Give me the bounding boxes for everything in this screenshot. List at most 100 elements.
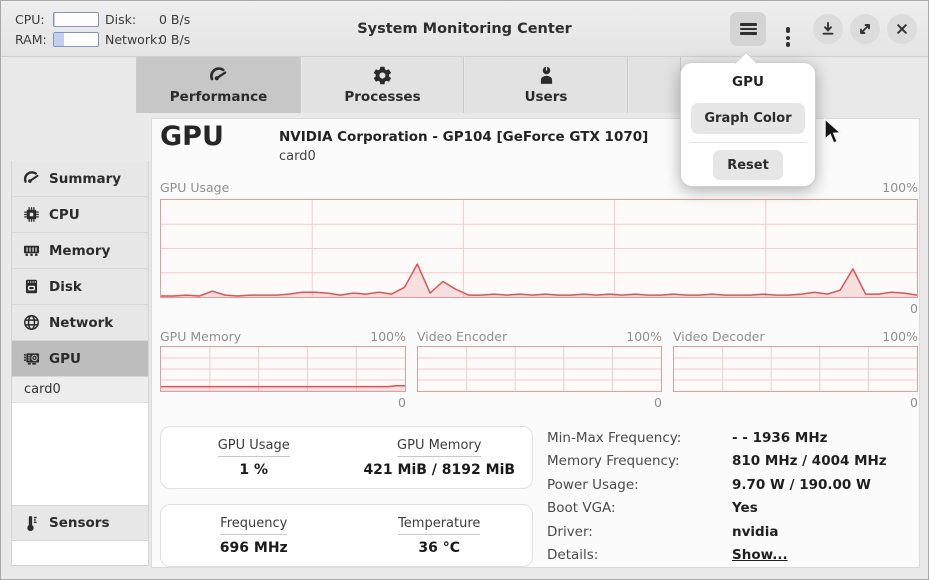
header-bar: CPU: Disk: 0 B/s RAM: Network: 0 B/s Sys… [1, 1, 928, 57]
chart-max-label: 100% [882, 180, 918, 195]
chart-title-video-decoder: Video Decoder [673, 329, 765, 344]
chart-min-label: 0 [654, 395, 662, 410]
sidebar-empty-area [12, 403, 148, 505]
tab-users[interactable]: Users [465, 57, 628, 113]
gpu-memory-chart [160, 346, 406, 392]
sidebar-item-summary[interactable]: Summary [12, 161, 148, 197]
stat-label: GPU Usage [217, 438, 290, 457]
stat-label: Temperature [398, 516, 481, 535]
disk-mini-label: Disk: [105, 11, 137, 27]
sidebar-subitem-label: card0 [24, 382, 61, 397]
sidebar-item-sensors[interactable]: Sensors [12, 505, 148, 541]
tab-processes[interactable]: Processes [302, 57, 464, 113]
minimize-icon [820, 21, 836, 37]
main-panel: GPU NVIDIA Corporation - GP104 [GeForce … [151, 118, 920, 568]
detail-label: Details: [547, 547, 599, 564]
minimize-button[interactable] [813, 14, 843, 44]
detail-value: Yes [732, 500, 758, 517]
globe-icon [22, 313, 41, 332]
stat-label: Frequency [220, 516, 288, 535]
hamburger-icon [739, 21, 757, 37]
sidebar-item-network[interactable]: Network [12, 305, 148, 341]
chart-title-gpu-memory: GPU Memory [160, 329, 242, 344]
stat-value: 1 % [239, 461, 269, 478]
device-name: NVIDIA Corporation - GP104 [GeForce GTX … [279, 129, 649, 145]
cpu-chip-icon [22, 205, 41, 224]
stat-value: 696 MHz [219, 539, 288, 556]
sidebar-item-label: Summary [49, 170, 122, 187]
thermometer-icon [22, 514, 41, 533]
network-mini-value: 0 B/s [159, 31, 191, 47]
sidebar: Summary CPU Memory Disk Network [11, 161, 149, 566]
kebab-icon [785, 25, 791, 47]
detail-row: Memory Frequency: 810 MHz / 4004 MHz [547, 450, 917, 474]
stat-card-usage-memory: GPU Usage 1 % GPU Memory 421 MiB / 8192 … [160, 426, 533, 489]
video-decoder-chart [673, 346, 918, 392]
ram-mini-label: RAM: [15, 31, 47, 47]
tab-performance[interactable]: Performance [136, 57, 301, 113]
detail-value: - - 1936 MHz [732, 429, 828, 446]
sidebar-item-disk[interactable]: Disk [12, 269, 148, 305]
detail-row: Power Usage: 9.70 W / 190.00 W [547, 473, 917, 497]
chart-title-video-encoder: Video Encoder [417, 329, 508, 344]
gpu-usage-chart [160, 199, 918, 298]
tab-users-label: Users [524, 89, 568, 105]
sidebar-item-memory[interactable]: Memory [12, 233, 148, 269]
reset-button[interactable]: Reset [713, 150, 783, 180]
sidebar-item-gpu[interactable]: GPU [12, 341, 148, 377]
ram-mini-progressbar [53, 31, 99, 47]
detail-value: nvidia [732, 523, 779, 540]
disk-mini-value: 0 B/s [159, 11, 191, 27]
stat-value: 36 °C [418, 539, 461, 556]
gpu-menu-popup: GPU Graph Color Reset [680, 51, 816, 187]
tab-strip: Performance Processes Users [1, 57, 928, 113]
close-icon [894, 21, 910, 37]
chart-min-label: 0 [398, 395, 406, 410]
chart-min-label: 0 [910, 301, 918, 316]
video-encoder-chart [417, 346, 662, 392]
graph-color-button[interactable]: Graph Color [691, 103, 805, 134]
detail-row: Min-Max Frequency: - - 1936 MHz [547, 426, 917, 450]
maximize-icon [857, 21, 873, 37]
window-title: System Monitoring Center [357, 21, 572, 37]
chart-max-label: 100% [882, 329, 918, 344]
gear-icon [372, 65, 393, 86]
popup-divider [689, 142, 807, 143]
cpu-mini-progressbar [53, 11, 99, 27]
detail-row: Details: Show... [547, 544, 917, 568]
detail-label: Driver: [547, 523, 593, 540]
gauge-icon [208, 65, 229, 86]
sidebar-subitem-card0[interactable]: card0 [12, 377, 148, 403]
details-show-link[interactable]: Show... [732, 547, 788, 564]
detail-row: Boot VGA: Yes [547, 497, 917, 521]
detail-label: Power Usage: [547, 476, 639, 493]
network-mini-label: Network: [105, 31, 162, 47]
more-options-button[interactable] [774, 12, 802, 47]
chart-max-label: 100% [370, 329, 406, 344]
chart-min-label: 0 [910, 395, 918, 410]
header-mini-stats: CPU: Disk: 0 B/s RAM: Network: 0 B/s [15, 9, 190, 49]
stat-card-frequency-temperature: Frequency 696 MHz Temperature 36 °C [160, 504, 533, 567]
detail-label: Memory Frequency: [547, 453, 680, 470]
stat-label: GPU Memory [397, 438, 482, 457]
sidebar-item-label: GPU [49, 350, 81, 367]
close-button[interactable] [887, 14, 917, 44]
chart-title-gpu-usage: GPU Usage [160, 180, 230, 195]
gpu-card-icon [22, 349, 41, 368]
device-id: card0 [279, 149, 316, 164]
sidebar-item-label: Sensors [49, 515, 110, 531]
sidebar-item-cpu[interactable]: CPU [12, 197, 148, 233]
sidebar-item-label: Network [49, 314, 114, 331]
tab-performance-label: Performance [169, 89, 268, 105]
tab-partial[interactable] [629, 57, 681, 113]
maximize-button[interactable] [850, 14, 880, 44]
main-menu-button[interactable] [730, 12, 766, 46]
chart-max-label: 100% [626, 329, 662, 344]
ram-icon [22, 241, 41, 260]
gauge-icon [22, 169, 41, 188]
popup-title: GPU [732, 74, 764, 90]
disk-icon [22, 277, 41, 296]
sidebar-item-label: Disk [49, 278, 82, 295]
detail-label: Min-Max Frequency: [547, 429, 682, 446]
